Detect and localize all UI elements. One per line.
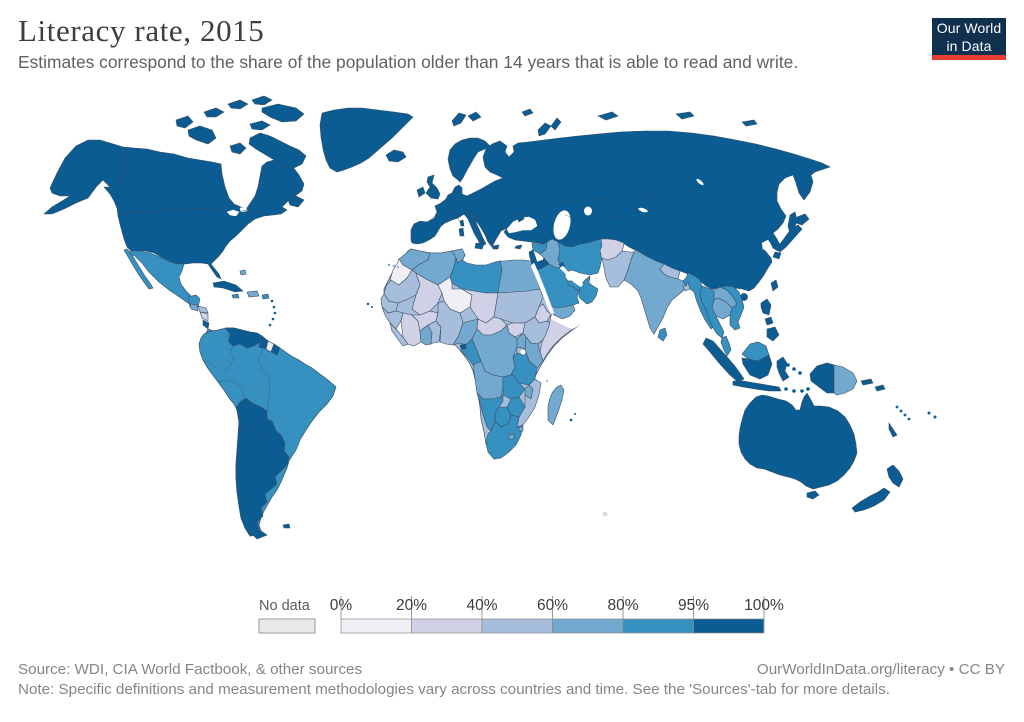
- svg-text:95%: 95%: [678, 597, 709, 614]
- svg-text:80%: 80%: [607, 597, 638, 614]
- svg-text:No data: No data: [259, 598, 311, 614]
- svg-text:100%: 100%: [744, 597, 784, 614]
- svg-text:20%: 20%: [396, 597, 427, 614]
- svg-text:60%: 60%: [537, 597, 568, 614]
- svg-text:0%: 0%: [330, 597, 353, 614]
- svg-text:40%: 40%: [466, 597, 497, 614]
